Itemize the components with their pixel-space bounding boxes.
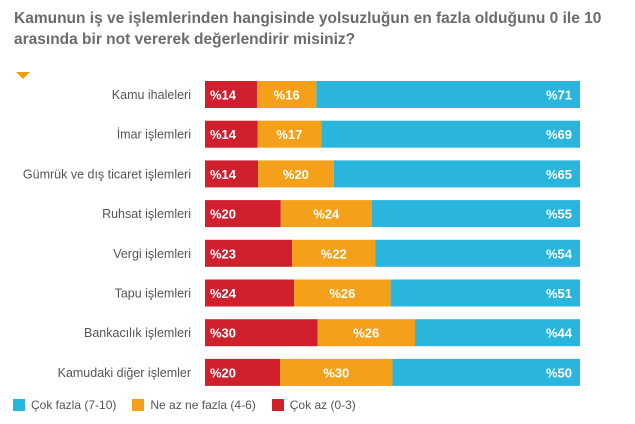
value-label: %14 — [210, 167, 237, 182]
legend-swatch — [271, 399, 284, 411]
legend-item: Ne az ne fazla (4-6) — [132, 398, 256, 412]
value-label: %54 — [546, 246, 573, 261]
value-label: %26 — [353, 326, 379, 341]
chart-title-line-2: arasında bir not vererek değerlendirir m… — [14, 31, 356, 48]
value-label: %24 — [313, 207, 340, 222]
value-label: %14 — [210, 88, 237, 103]
bar-segment — [205, 120, 258, 148]
chart-title-line-1: Kamunun iş ve işlemlerinden hangisinde y… — [14, 10, 602, 27]
bar-segment — [280, 200, 372, 228]
bar-segment — [205, 81, 257, 108]
value-label: %20 — [283, 167, 309, 182]
bar-segment — [205, 160, 259, 188]
value-label: %30 — [323, 365, 349, 380]
bar-segment — [317, 319, 415, 347]
value-label: %17 — [276, 127, 302, 142]
bar-segment — [256, 81, 317, 108]
bar-segment — [280, 358, 393, 386]
category-label: Ruhsat işlemleri — [102, 207, 191, 221]
category-label: Bankacılık işlemleri — [84, 326, 191, 340]
legend-swatch — [13, 399, 25, 411]
bar-segment — [258, 160, 334, 188]
category-label: İmar işlemleri — [117, 128, 191, 142]
bar-segment — [321, 120, 580, 148]
value-label: %23 — [210, 246, 236, 261]
value-label: %16 — [274, 88, 300, 103]
legend-label: Çok az (0-3) — [289, 398, 356, 412]
bar-segment — [205, 239, 293, 267]
category-label: Gümrük ve dış ticaret işlemleri — [23, 167, 191, 181]
chart-legend: Çok fazla (7-10) Ne az ne fazla (4-6) Çok … — [13, 397, 372, 413]
bar-segment — [205, 200, 281, 228]
value-label: %50 — [546, 365, 572, 380]
value-label: %26 — [329, 286, 355, 301]
bar-segment — [392, 358, 580, 386]
bar-segment — [205, 358, 280, 386]
value-label: %20 — [210, 207, 236, 222]
bar-segment — [205, 319, 318, 347]
value-label: %55 — [546, 207, 572, 222]
legend-item: Çok fazla (7-10) — [13, 398, 116, 412]
category-label: Tapu işlemleri — [115, 287, 191, 301]
category-label: Vergi işlemleri — [113, 247, 191, 261]
value-label: %20 — [210, 365, 236, 380]
value-label: %69 — [546, 127, 572, 142]
legend-swatch — [132, 399, 145, 411]
legend-label: Ne az ne fazla (4-6) — [150, 398, 256, 412]
value-label: %22 — [321, 246, 347, 261]
bar-segment — [415, 319, 580, 347]
bar-segment — [333, 160, 580, 188]
value-label: %51 — [546, 286, 572, 301]
bar-segment — [371, 200, 580, 228]
bar-segment — [375, 239, 580, 267]
legend-item: Çok az (0-3) — [271, 398, 356, 412]
chart-title: Kamunun iş ve işlemlerinden hangisinde y… — [14, 8, 624, 50]
value-label: %24 — [210, 286, 237, 301]
value-label: %71 — [546, 88, 572, 103]
value-label: %14 — [210, 127, 237, 142]
bar-segment — [292, 239, 376, 267]
legend-label: Çok fazla (7-10) — [31, 398, 117, 412]
bar-segment — [316, 81, 580, 108]
value-label: %65 — [546, 167, 572, 182]
category-label: Kamu ihaleleri — [112, 88, 191, 102]
bar-segment — [205, 279, 295, 307]
value-label: %30 — [210, 326, 236, 341]
bar-segment — [257, 120, 322, 148]
bar-segment — [294, 279, 391, 307]
value-label: %44 — [546, 326, 573, 341]
bar-segment — [390, 279, 580, 307]
category-label: Kamudaki diğer işlemler — [58, 366, 191, 380]
triangle-marker-icon — [16, 72, 30, 79]
